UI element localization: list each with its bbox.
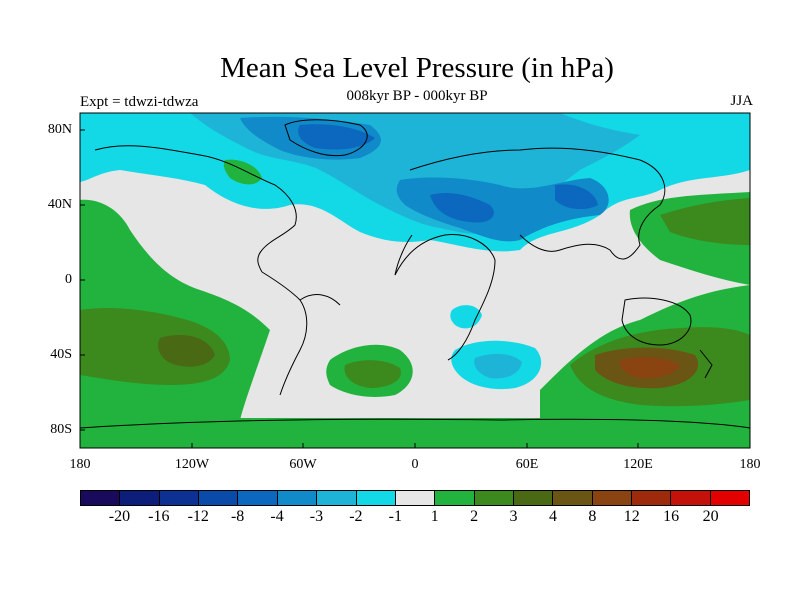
colorbar-cell bbox=[474, 491, 514, 505]
lon-label-60e: 60E bbox=[515, 457, 539, 472]
colorbar-cell bbox=[277, 491, 318, 505]
colorbar-tick-label: -12 bbox=[187, 508, 209, 525]
colorbar-cell bbox=[435, 491, 475, 505]
chart-title: Mean Sea Level Pressure (in hPa) bbox=[220, 52, 614, 84]
experiment-label: Expt = tdwzi-tdwza bbox=[80, 94, 199, 110]
colorbar-tick-label: -1 bbox=[388, 508, 402, 525]
coastlines bbox=[80, 119, 750, 429]
colorbar-tick-label: 3 bbox=[509, 508, 518, 525]
colorbar-cell bbox=[199, 491, 239, 505]
colorbar-cell bbox=[710, 491, 750, 505]
lat-label-80n: 80N bbox=[47, 122, 72, 137]
colorbar-cell bbox=[632, 491, 672, 505]
contour-pos3-atlantic bbox=[344, 360, 401, 388]
colorbar-tick-label: 4 bbox=[548, 508, 557, 525]
contour-neg2-southatl bbox=[474, 353, 522, 379]
lon-label-0: 0 bbox=[411, 457, 419, 472]
colorbar-cell bbox=[395, 491, 436, 505]
lon-label-60w: 60W bbox=[289, 457, 317, 472]
colorbar-tick-label: 1 bbox=[430, 508, 439, 525]
lon-label-120e: 120E bbox=[623, 457, 653, 472]
colorbar-tick-label: 2 bbox=[470, 508, 479, 525]
colorbar-cell bbox=[592, 491, 633, 505]
colorbar-cell bbox=[553, 491, 593, 505]
contour-neg4-north bbox=[298, 124, 598, 223]
colorbar-tick-label: -16 bbox=[148, 508, 170, 525]
lat-label-40n: 40N bbox=[47, 197, 72, 212]
colorbar-cell bbox=[317, 491, 357, 505]
colorbar-tick-label: 16 bbox=[663, 508, 680, 525]
colorbar-tick-label: -20 bbox=[108, 508, 131, 525]
colorbar-cell bbox=[356, 491, 396, 505]
contour-pos4-pacific bbox=[158, 334, 215, 367]
lon-label-180e: 180 bbox=[739, 457, 761, 472]
lat-label-80s: 80S bbox=[50, 422, 72, 437]
colorbar-tick-label: -2 bbox=[349, 508, 363, 525]
colorbar-tick-label: 12 bbox=[623, 508, 640, 525]
contour-pos2-southern bbox=[80, 418, 750, 448]
lat-label-0: 0 bbox=[65, 272, 72, 287]
season-label: JJA bbox=[730, 93, 753, 109]
lat-label-40s: 40S bbox=[50, 347, 72, 362]
chart-subtitle: 008kyr BP - 000kyr BP bbox=[346, 88, 488, 104]
colorbar-tick-label: -4 bbox=[270, 508, 284, 525]
colorbar-tick-label: 20 bbox=[702, 508, 719, 525]
contour-pos3-westpac bbox=[660, 198, 750, 245]
colorbar-tick-label: 8 bbox=[588, 508, 597, 525]
colorbar-cell bbox=[159, 491, 200, 505]
colorbar-tick-label: -3 bbox=[309, 508, 324, 525]
colorbar-cell bbox=[238, 491, 278, 505]
contour-pos8-indian bbox=[619, 357, 680, 379]
colorbar-cell bbox=[671, 491, 711, 505]
colorbar-cell bbox=[513, 491, 554, 505]
lon-label-180w: 180 bbox=[69, 457, 91, 472]
colorbar-cell bbox=[81, 491, 121, 505]
lon-label-120w: 120W bbox=[174, 457, 210, 472]
colorbar bbox=[80, 490, 750, 506]
colorbar-cell bbox=[120, 491, 160, 505]
colorbar-tick-label: -8 bbox=[230, 508, 245, 525]
